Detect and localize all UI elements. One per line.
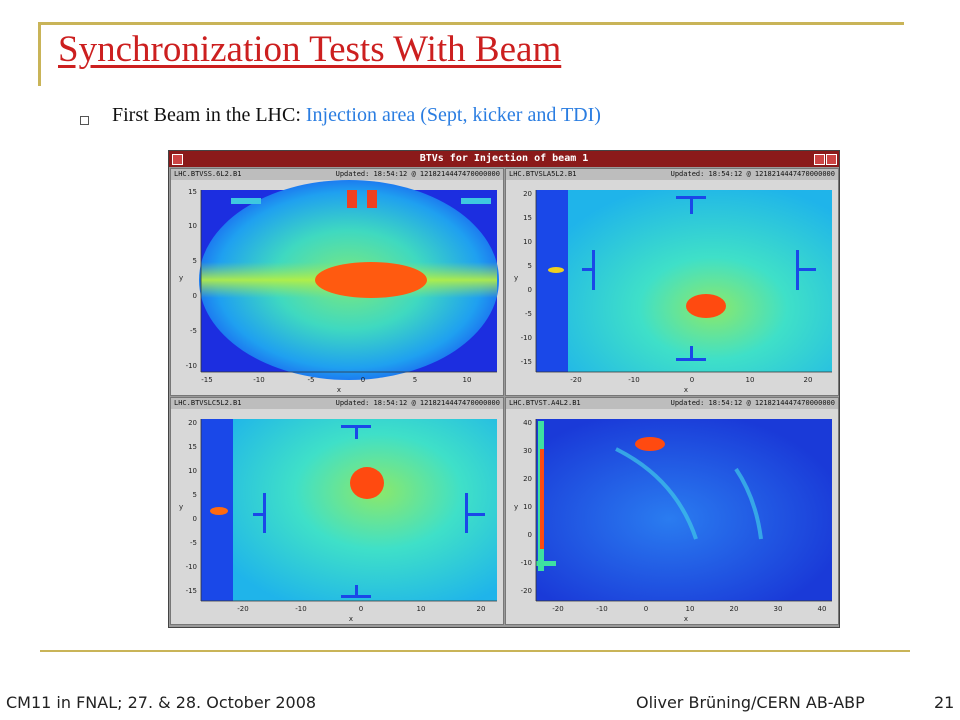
- tick-y-6: -10: [521, 334, 532, 342]
- tick-y-4: -5: [190, 327, 197, 335]
- tick-x-4: 5: [413, 376, 417, 384]
- tick-x-0: -15: [201, 376, 212, 384]
- slide-title: Synchronization Tests With Beam: [58, 29, 562, 70]
- tick-y-2: 10: [188, 467, 197, 475]
- tick-y-7: -15: [521, 358, 532, 366]
- frame-left-line: [38, 22, 41, 86]
- tick-x-1: -10: [628, 376, 639, 384]
- tick-x-2: 0: [644, 605, 648, 613]
- tick-x-2: 0: [359, 605, 363, 613]
- y-axis-label: y: [179, 274, 183, 282]
- page-number: 21: [934, 693, 955, 712]
- window-close-icon[interactable]: [826, 154, 837, 165]
- tick-y-0: 15: [188, 188, 197, 196]
- tick-x-4: 20: [804, 376, 813, 384]
- tick-y-1: 10: [188, 222, 197, 230]
- tick-y-0: 40: [523, 419, 532, 427]
- y-axis-label: y: [179, 503, 183, 511]
- tick-y-5: -10: [521, 559, 532, 567]
- tick-y-3: 5: [528, 262, 532, 270]
- btv-panel-3: LHC.BTVSLC5L2.B1 Updated: 18:54:12 @ 121…: [170, 397, 504, 625]
- tick-y-5: -5: [525, 310, 532, 318]
- bullet-prefix: First Beam in the LHC:: [112, 104, 306, 126]
- tick-x-4: 20: [730, 605, 739, 613]
- tick-y-4: 0: [528, 531, 532, 539]
- btv-image-3: -20 -10 0 10 20 x 20 15 10 5 0 -5 -10 -1…: [179, 419, 497, 623]
- btv-panel-4: LHC.BTVST.A4L2.B1 Updated: 18:54:12 @ 12…: [505, 397, 839, 625]
- panel-header: LHC.BTVSS.6L2.B1 Updated: 18:54:12 @ 121…: [171, 169, 503, 180]
- btv-image-2: -20 -10 0 10 20 x 20 15 10 5 0 -5 -10 -1…: [514, 190, 832, 394]
- tick-y-7: -15: [186, 587, 197, 595]
- bullet-text: First Beam in the LHC: Injection area (S…: [112, 104, 601, 127]
- tick-y-2: 20: [523, 475, 532, 483]
- panel-name: LHC.BTVSS.6L2.B1: [174, 170, 242, 178]
- x-axis-label: x: [684, 386, 688, 394]
- tick-x-2: -5: [308, 376, 315, 384]
- window-menu-icon[interactable]: [172, 154, 183, 165]
- panel-updated: Updated: 18:54:12 @ 1218214447470000000: [670, 170, 835, 178]
- tick-y-6: -10: [186, 563, 197, 571]
- footer-author: Oliver Brüning/CERN AB-ABP: [636, 693, 865, 712]
- tick-x-1: -10: [295, 605, 306, 613]
- panel-updated: Updated: 18:54:12 @ 1218214447470000000: [335, 170, 500, 178]
- bullet-highlight: Injection area (Sept, kicker and TDI): [305, 104, 601, 126]
- tick-y-5: -10: [186, 362, 197, 370]
- tick-y-1: 30: [523, 447, 532, 455]
- tick-y-2: 10: [523, 238, 532, 246]
- panel-updated: Updated: 18:54:12 @ 1218214447470000000: [335, 399, 500, 407]
- btv-window: BTVs for Injection of beam 1 LHC.BTVSS.6…: [168, 150, 840, 628]
- tick-y-4: 0: [193, 515, 197, 523]
- tick-x-0: -20: [570, 376, 581, 384]
- tick-y-1: 15: [188, 443, 197, 451]
- tick-y-6: -20: [521, 587, 532, 595]
- tick-x-3: 10: [417, 605, 426, 613]
- tick-y-0: 20: [188, 419, 197, 427]
- tick-y-3: 10: [523, 503, 532, 511]
- btv-image-1: -15 -10 -5 0 5 10 x 15 10 5 0 -5 -10 y: [179, 180, 499, 394]
- window-minimize-icon[interactable]: [814, 154, 825, 165]
- tick-x-6: 40: [818, 605, 827, 613]
- tick-y-4: 0: [528, 286, 532, 294]
- btv-panel-1: LHC.BTVSS.6L2.B1 Updated: 18:54:12 @ 121…: [170, 168, 504, 396]
- tick-x-3: 10: [686, 605, 695, 613]
- tick-x-4: 20: [477, 605, 486, 613]
- tick-x-1: -10: [253, 376, 264, 384]
- panel-header: LHC.BTVSLA5L2.B1 Updated: 18:54:12 @ 121…: [506, 169, 838, 180]
- tick-y-2: 5: [193, 257, 197, 265]
- tick-x-0: -20: [237, 605, 248, 613]
- panel-header: LHC.BTVSLC5L2.B1 Updated: 18:54:12 @ 121…: [171, 398, 503, 409]
- y-axis-label: y: [514, 503, 518, 511]
- panel-header: LHC.BTVST.A4L2.B1 Updated: 18:54:12 @ 12…: [506, 398, 838, 409]
- tick-y-0: 20: [523, 190, 532, 198]
- tick-y-5: -5: [190, 539, 197, 547]
- btv-panel-2: LHC.BTVSLA5L2.B1 Updated: 18:54:12 @ 121…: [505, 168, 839, 396]
- bullet-square-icon: [80, 116, 89, 125]
- tick-x-3: 10: [746, 376, 755, 384]
- panel-name: LHC.BTVSLC5L2.B1: [174, 399, 242, 407]
- tick-y-3: 5: [193, 491, 197, 499]
- tick-x-0: -20: [552, 605, 563, 613]
- frame-bottom-line: [40, 650, 910, 652]
- tick-y-3: 0: [193, 292, 197, 300]
- footer-event: CM11 in FNAL; 27. & 28. October 2008: [6, 693, 317, 712]
- y-axis-label: y: [514, 274, 518, 282]
- panel-updated: Updated: 18:54:12 @ 1218214447470000000: [670, 399, 835, 407]
- tick-x-3: 0: [361, 376, 365, 384]
- x-axis-label: x: [684, 615, 688, 623]
- tick-x-2: 0: [690, 376, 694, 384]
- panel-name: LHC.BTVSLA5L2.B1: [509, 170, 577, 178]
- x-axis-label: x: [349, 615, 353, 623]
- tick-x-1: -10: [596, 605, 607, 613]
- btv-image-4: -20 -10 0 10 20 30 40 x 40 30 20 10 0 -1…: [514, 419, 832, 623]
- panel-name: LHC.BTVST.A4L2.B1: [509, 399, 581, 407]
- window-title: BTVs for Injection of beam 1: [169, 151, 839, 167]
- tick-x-5: 10: [463, 376, 472, 384]
- frame-top-line: [38, 22, 904, 25]
- tick-y-1: 15: [523, 214, 532, 222]
- tick-x-5: 30: [774, 605, 783, 613]
- x-axis-label: x: [337, 386, 341, 394]
